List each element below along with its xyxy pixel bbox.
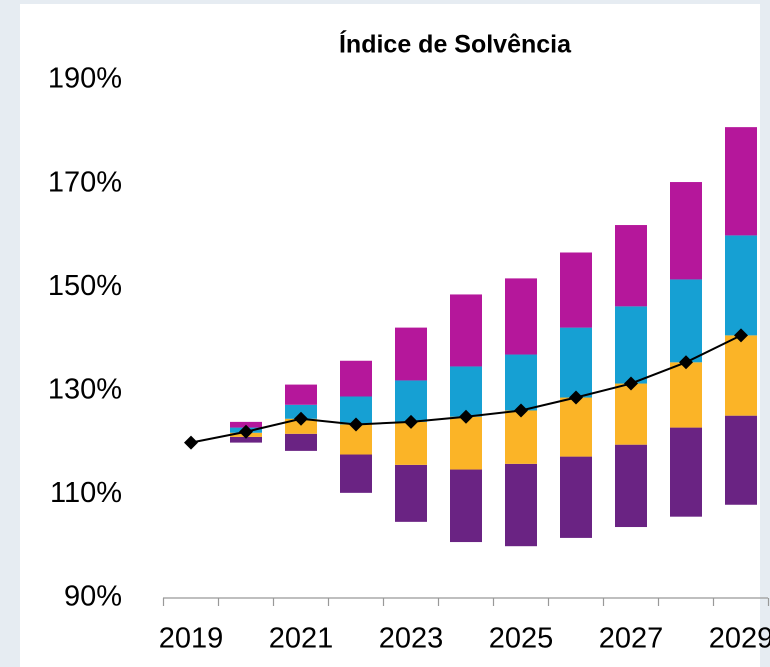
fan-segment <box>615 444 647 528</box>
x-tick-label: 2025 <box>489 623 554 655</box>
fan-segment <box>725 235 757 336</box>
y-tick-label: 150% <box>48 270 122 302</box>
line-marker <box>734 328 748 343</box>
fan-segment <box>670 427 702 517</box>
y-tick-label: 110% <box>50 477 122 509</box>
fan-segment <box>560 327 592 398</box>
fan-segment <box>670 362 702 428</box>
fan-segment <box>560 397 592 457</box>
line-marker <box>404 414 418 429</box>
fan-segment <box>560 456 592 538</box>
fan-segment <box>505 410 537 464</box>
line-marker <box>459 409 473 424</box>
y-tick-label: 190% <box>48 63 122 95</box>
fan-segment <box>230 436 262 443</box>
fan-segment <box>450 416 482 470</box>
fan-segment <box>450 469 482 543</box>
line-marker <box>294 411 308 426</box>
y-tick-label: 90% <box>64 581 122 613</box>
line-marker <box>349 417 363 432</box>
fan-segment <box>340 454 372 493</box>
x-tick-label: 2029 <box>709 623 770 655</box>
fan-segment <box>450 294 482 367</box>
x-tick-label: 2027 <box>599 623 664 655</box>
fan-segment <box>285 418 317 434</box>
fan-segment <box>395 464 427 522</box>
fan-segment <box>615 383 647 445</box>
x-tick-label: 2021 <box>269 623 334 655</box>
x-tick-label: 2019 <box>159 623 224 655</box>
fan-segment <box>340 360 372 397</box>
chart-background <box>20 4 760 667</box>
line-marker <box>679 355 693 370</box>
fan-segment <box>285 433 317 451</box>
fan-segment <box>615 225 647 307</box>
fan-segment <box>505 354 537 411</box>
line-marker <box>514 403 528 418</box>
fan-segment <box>395 327 427 381</box>
fan-segment <box>670 182 702 280</box>
fan-segment <box>725 335 757 416</box>
fan-segment <box>670 279 702 363</box>
fan-segment <box>450 366 482 417</box>
y-tick-label: 130% <box>48 373 122 405</box>
line-marker <box>624 376 638 391</box>
fan-segment <box>560 252 592 328</box>
line-marker <box>184 435 198 450</box>
line-marker <box>239 424 253 439</box>
chart-title: Índice de Solvência <box>339 30 572 59</box>
fan-segment <box>615 306 647 384</box>
fan-segment <box>725 415 757 505</box>
line-marker <box>569 390 583 405</box>
fan-segment <box>505 278 537 355</box>
fan-segment <box>505 463 537 547</box>
x-tick-label: 2023 <box>379 623 444 655</box>
y-tick-label: 170% <box>48 166 122 198</box>
fan-segment <box>285 384 317 405</box>
fan-segment <box>725 127 757 236</box>
fan-segment <box>395 421 427 465</box>
